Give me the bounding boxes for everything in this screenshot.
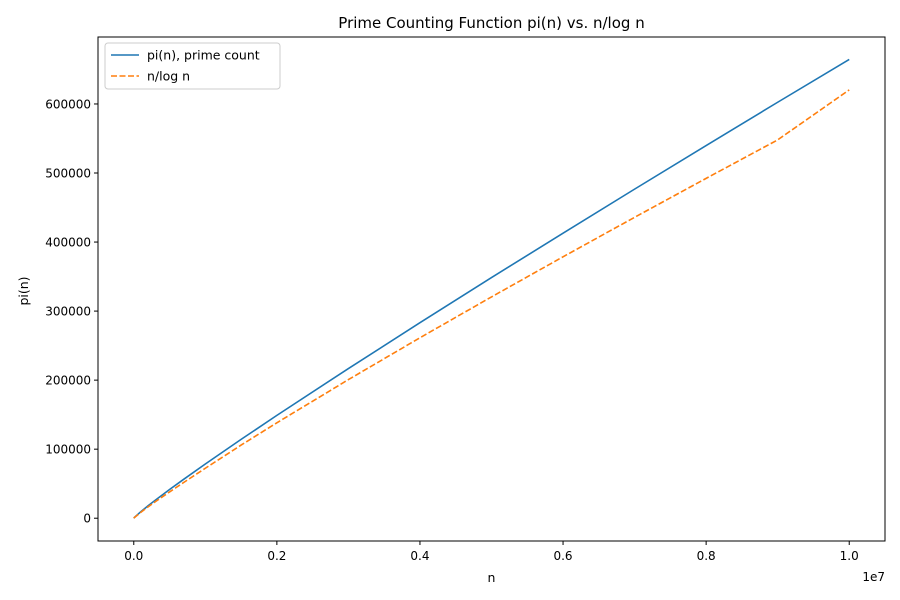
legend-label-1: pi(n), prime count xyxy=(147,48,260,63)
y-tick-label: 200000 xyxy=(45,374,91,388)
y-tick-label: 0 xyxy=(83,512,91,526)
legend-box xyxy=(104,42,281,90)
y-tick-label: 500000 xyxy=(45,167,91,181)
chart-title: Prime Counting Function pi(n) vs. n/log … xyxy=(338,14,644,32)
x-tick-label: 1.0 xyxy=(840,549,859,563)
series-line-1 xyxy=(133,58,850,519)
x-tick-label: 0.6 xyxy=(553,549,572,563)
x-tick-label: 0.0 xyxy=(124,549,143,563)
axes-frame xyxy=(97,36,886,542)
x-tick-label: 0.8 xyxy=(697,549,716,563)
series-layer xyxy=(133,58,850,519)
y-tick-label: 400000 xyxy=(45,236,91,250)
x-tick-label: 0.4 xyxy=(410,549,429,563)
x-axis-ticks: 0.0 0.2 0.4 0.6 0.8 1.0 xyxy=(124,541,859,563)
x-axis-label: n xyxy=(488,570,496,585)
y-tick-label: 600000 xyxy=(45,97,91,111)
y-axis-label: pi(n) xyxy=(16,276,31,305)
series-line-2 xyxy=(133,89,850,519)
y-axis-ticks: 0 100000 200000 300000 400000 500000 600000 xyxy=(45,97,98,526)
plot-area xyxy=(97,36,886,542)
x-tick-label: 0.2 xyxy=(267,549,286,563)
x-axis-offset-label: 1e7 xyxy=(862,570,885,584)
legend-label-2: n/log n xyxy=(147,69,190,84)
legend: pi(n), prime count n/log n xyxy=(104,42,281,90)
y-tick-label: 300000 xyxy=(45,305,91,319)
y-tick-label: 100000 xyxy=(45,443,91,457)
